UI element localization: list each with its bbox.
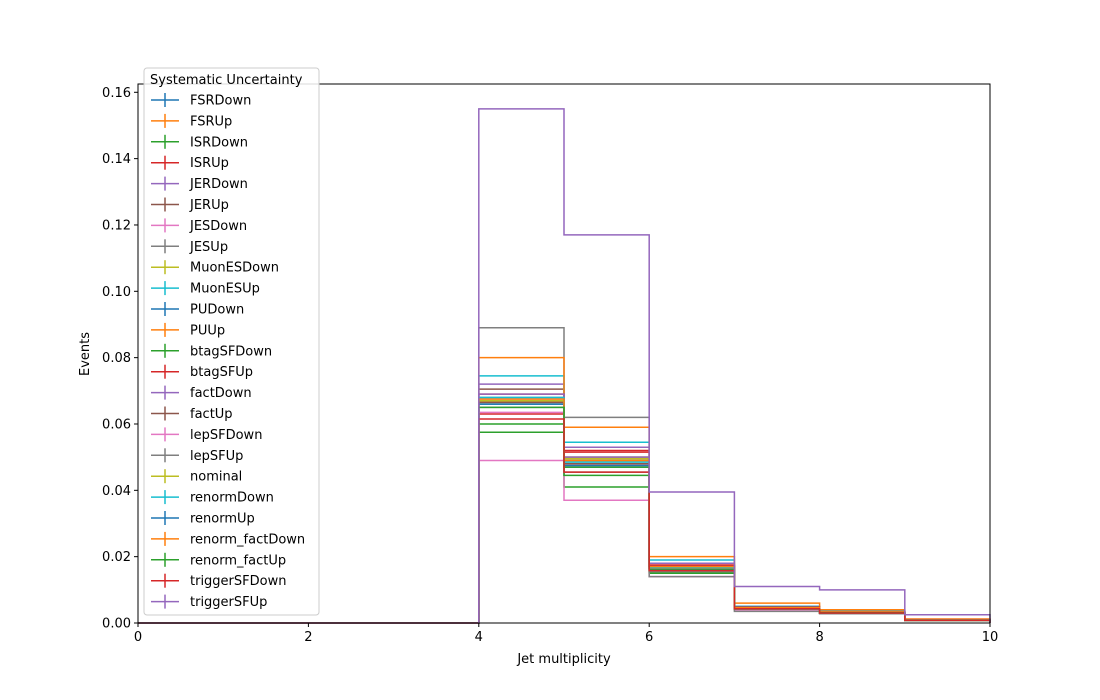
legend-item-renormDown: renormDown — [151, 490, 274, 506]
legend-label: JESUp — [189, 240, 228, 255]
y-tick-label: 0.10 — [102, 285, 131, 300]
legend-item-JERDown: JERDown — [151, 176, 248, 192]
y-tick-label: 0.14 — [102, 152, 131, 167]
y-tick-label: 0.02 — [102, 550, 131, 565]
legend-label: nominal — [190, 470, 242, 485]
axes-frame — [137, 83, 991, 624]
legend-label: renorm_factUp — [190, 553, 286, 568]
legend-label: btagSFUp — [190, 365, 253, 380]
x-axis-label: Jet multiplicity — [516, 652, 611, 667]
legend-item-PUUp: PUUp — [151, 322, 225, 338]
legend-item-btagSFDown: btagSFDown — [151, 343, 272, 359]
legend-item-FSRUp: FSRUp — [151, 113, 232, 129]
x-tick-label: 10 — [982, 630, 999, 645]
y-tick-label: 0.12 — [102, 218, 131, 233]
legend-label: FSRDown — [190, 94, 251, 109]
legend-label: FSRUp — [190, 114, 232, 129]
legend-label: triggerSFUp — [190, 595, 267, 610]
legend-item-triggerSFUp: triggerSFUp — [151, 594, 267, 610]
legend-items: FSRDown FSRUp ISRDown ISRUp JERDown JERUp JESD… — [151, 93, 305, 610]
x-axis-ticks: 0 2 4 6 8 10 — [134, 623, 998, 645]
legend-label: renormDown — [190, 491, 274, 506]
legend-item-renorm_factUp: renorm_factUp — [151, 552, 286, 568]
legend-label: factUp — [190, 407, 233, 422]
legend-item-lepSFDown: lepSFDown — [151, 427, 262, 443]
legend-label: triggerSFDown — [190, 574, 286, 589]
x-tick-label: 0 — [134, 630, 142, 645]
legend-label: lepSFUp — [190, 449, 243, 464]
legend-label: lepSFDown — [190, 428, 262, 443]
y-axis-ticks: 0.00 0.02 0.04 0.06 0.08 0.10 0.12 0.14 0.16 — [102, 86, 138, 632]
legend-item-btagSFUp: btagSFUp — [151, 364, 253, 380]
legend-item-lepSFUp: lepSFUp — [151, 448, 243, 464]
x-tick-label: 8 — [815, 630, 823, 645]
y-tick-label: 0.06 — [102, 417, 131, 432]
legend-label: JERDown — [189, 177, 248, 192]
legend-item-nominal: nominal — [151, 469, 242, 485]
legend-label: JESDown — [189, 219, 247, 234]
legend-label: renorm_factDown — [190, 532, 305, 547]
legend-item-ISRUp: ISRUp — [151, 155, 229, 171]
x-tick-label: 4 — [475, 630, 483, 645]
legend-item-MuonESDown: MuonESDown — [151, 260, 279, 276]
legend-label: PUDown — [190, 303, 244, 318]
legend-item-JERUp: JERUp — [151, 197, 229, 213]
legend-label: factDown — [190, 386, 252, 401]
legend-frame — [143, 67, 320, 616]
y-tick-label: 0.08 — [102, 351, 131, 366]
legend-item-ISRDown: ISRDown — [151, 134, 248, 150]
y-tick-label: 0.04 — [102, 484, 131, 499]
legend-item-triggerSFDown: triggerSFDown — [151, 573, 286, 589]
legend-label: ISRDown — [190, 135, 248, 150]
legend-title: Systematic Uncertainty — [150, 73, 303, 88]
legend-label: renormUp — [190, 512, 255, 527]
legend-label: PUUp — [190, 323, 225, 338]
y-axis-label: Events — [78, 332, 93, 376]
legend-item-PUDown: PUDown — [151, 302, 244, 318]
legend-item-JESDown: JESDown — [151, 218, 247, 234]
legend-label: JERUp — [189, 198, 229, 213]
legend-item-factDown: factDown — [151, 385, 252, 401]
plot-area — [137, 83, 991, 624]
legend-label: MuonESDown — [190, 261, 279, 276]
legend-item-JESUp: JESUp — [151, 239, 228, 255]
x-tick-label: 2 — [304, 630, 312, 645]
y-tick-label: 0.16 — [102, 86, 131, 101]
legend-item-FSRDown: FSRDown — [151, 93, 251, 109]
x-tick-label: 6 — [645, 630, 653, 645]
legend-label: ISRUp — [190, 156, 229, 171]
legend: Systematic Uncertainty FSRDown FSRUp ISRDo… — [143, 67, 320, 616]
legend-label: MuonESUp — [190, 282, 260, 297]
legend-label: btagSFDown — [190, 344, 272, 359]
legend-item-renorm_factDown: renorm_factDown — [151, 531, 305, 547]
legend-item-factUp: factUp — [151, 406, 233, 422]
y-tick-label: 0.00 — [102, 617, 131, 632]
legend-item-renormUp: renormUp — [151, 511, 255, 527]
legend-item-MuonESUp: MuonESUp — [151, 281, 260, 297]
